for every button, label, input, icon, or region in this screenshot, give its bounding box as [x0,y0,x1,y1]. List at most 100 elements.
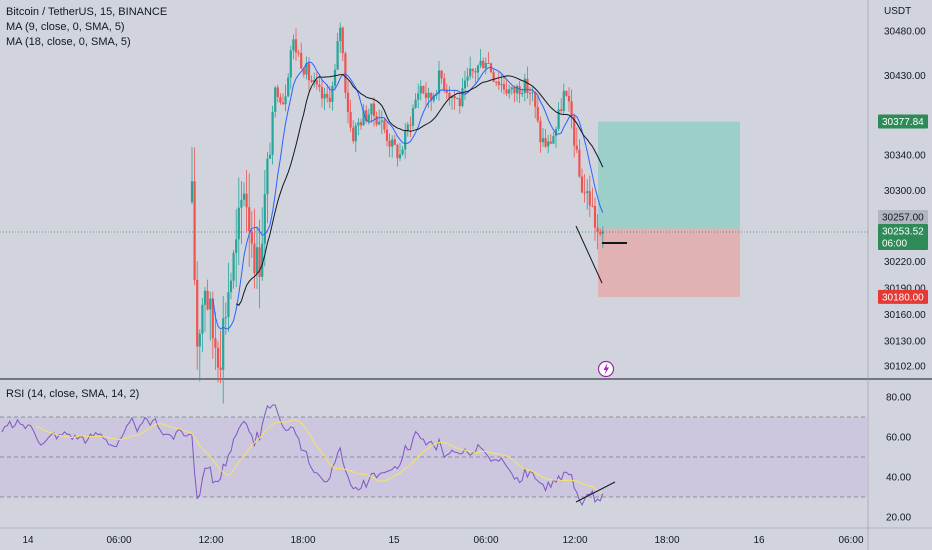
candle-body [463,80,467,89]
candle [479,48,482,69]
ma9-legend[interactable]: MA (9, close, 0, SMA, 5) [6,21,125,33]
time-tick-label: 14 [22,535,34,546]
candle-body [242,193,246,200]
candle-body [198,333,201,347]
prev-close-tag-bg [878,210,928,224]
candle [237,177,240,266]
candle [502,75,506,95]
candle [206,279,209,311]
candle [570,89,573,129]
candle-body [588,191,591,206]
prev-close-tag-label: 30257.00 [882,213,924,224]
candle [560,98,563,114]
candle [466,67,469,88]
candle-body [599,232,602,234]
candle [541,128,545,147]
candle-body [209,298,212,310]
candle-body [445,89,448,93]
candle-body [287,77,290,97]
candle-body [521,92,524,95]
rsi-legend[interactable]: RSI (14, close, SMA, 14, 2) [6,388,140,400]
candle [593,197,597,241]
time-tick-label: 18:00 [290,535,315,546]
candle-body [536,106,539,121]
candle-body [474,71,477,73]
candle-body [229,280,233,293]
ma18-legend[interactable]: MA (18, close, 0, SMA, 5) [6,36,131,48]
candle-body [424,93,428,98]
candle-body [315,80,318,85]
take-profit-tag-label: 30377.84 [882,117,924,128]
candle-body [570,101,573,117]
candle-body [484,63,487,69]
candle [242,182,246,207]
candle [510,86,513,95]
price-tick-label: 30430.00 [884,71,926,82]
candle [552,131,555,145]
candle [341,26,344,62]
candle-body [383,120,386,130]
candle-body [411,107,415,126]
candle [232,249,235,289]
candle-body [443,78,446,90]
candle [287,73,290,98]
candle-body [237,207,240,240]
candle-body [284,96,287,105]
candle [588,175,591,218]
candle-body [232,252,235,281]
price-tick-label: 30220.00 [884,257,926,268]
symbol-title[interactable]: Bitcoin / TetherUS, 15, BINANCE [6,6,168,18]
time-tick-label: 12:00 [562,535,587,546]
candle-body [523,78,526,93]
candle [276,84,279,103]
countdown-tag-label: 06:00 [882,239,907,250]
candles-group [190,22,604,404]
candle-body [593,205,597,228]
candle [268,142,272,160]
candle-body [206,290,209,310]
candle [505,80,508,97]
candle [281,93,285,106]
candle [300,42,303,70]
candle [346,80,350,124]
price-tick-label: 30480.00 [884,27,926,38]
candle [229,272,233,300]
candle-body [539,120,542,143]
candle [227,262,230,332]
candle [463,70,467,100]
candle [385,121,389,147]
stop-loss-tag-bg [878,289,928,304]
candle-body [190,181,194,202]
candle [414,93,417,109]
candle-body [419,85,422,94]
candle-body [253,243,256,274]
candle [352,120,355,144]
time-tick-label: 06:00 [838,535,863,546]
candle-body [302,68,305,75]
candle-body [513,87,516,94]
candle-body [508,89,511,94]
time-tick-label: 06:00 [473,535,498,546]
candle-body [276,87,279,97]
candle-body [271,111,274,155]
candle [349,99,352,132]
candle [375,111,378,127]
candle-body [391,139,394,147]
candle [456,97,459,100]
rsi-tick-label: 60.00 [886,433,911,444]
candle [411,104,415,130]
candle-body [461,88,464,107]
candle [261,207,264,281]
candle [248,173,251,267]
price-tick-label: 30190.00 [884,284,926,295]
candle [310,75,313,83]
candle-body [547,141,550,147]
candle-body [432,95,435,101]
time-tick-label: 06:00 [106,535,131,546]
candle [562,83,565,116]
candle-body [500,84,503,86]
candle-body [196,279,199,347]
candle [557,102,560,132]
lightning-icon [597,360,615,378]
